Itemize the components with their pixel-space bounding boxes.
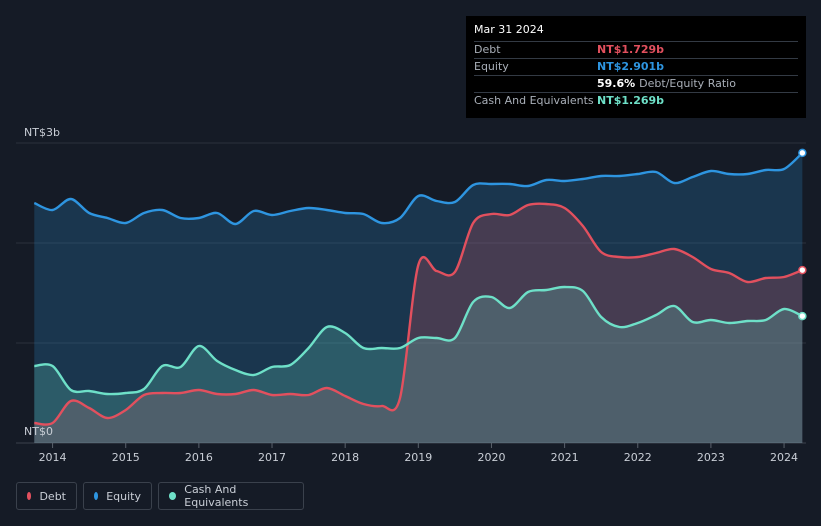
debt-legend-dot: [27, 492, 32, 500]
x-tick-label: 2024: [770, 451, 798, 464]
tooltip-row-ratio: 59.6% Debt/Equity Ratio: [474, 75, 798, 92]
legend-debt-label: Debt: [39, 489, 66, 503]
x-tick-label: 2021: [551, 451, 579, 464]
grid-lines: [16, 142, 806, 444]
x-tick-label: 2020: [477, 451, 505, 464]
legend-cash[interactable]: Cash And Equivalents: [158, 482, 304, 510]
equity-line: [33, 151, 804, 226]
tooltip-panel: Mar 31 2024 Debt NT$1.729b Equity NT$2.9…: [466, 16, 806, 118]
equity-area: [34, 152, 803, 443]
x-tick-label: 2019: [404, 451, 432, 464]
legend-cash-label: Cash And Equivalents: [184, 483, 249, 509]
x-tick-label: 2016: [185, 451, 213, 464]
tooltip-ratio-value: 59.6%: [597, 77, 636, 90]
tooltip-row-equity: Equity NT$2.901b: [474, 58, 798, 75]
debt-end-marker: [798, 265, 807, 275]
tooltip-ratio-label: Debt/Equity Ratio: [639, 77, 736, 90]
x-tick-label: 2022: [624, 451, 652, 464]
tooltip-equity-value: NT$2.901b: [597, 60, 665, 73]
y-tick-top: NT$3b: [24, 126, 60, 139]
tooltip-date: Mar 31 2024: [474, 23, 544, 36]
legend-equity-label: Equity: [106, 489, 141, 503]
tooltip-equity-label: Equity: [474, 60, 509, 73]
x-tick-label: 2014: [39, 451, 67, 464]
debt-line: [34, 202, 803, 426]
y-tick-bottom: NT$0: [24, 425, 53, 438]
series-areas: [34, 152, 803, 443]
tooltip-cash-label: Cash And Equivalents: [474, 94, 594, 107]
tooltip-row-debt: Debt NT$1.729b: [474, 41, 798, 58]
debt-area: [34, 203, 803, 443]
tooltip-row-cash: Cash And Equivalents NT$1.269b: [474, 92, 798, 109]
x-tick-label: 2023: [697, 451, 725, 464]
x-tick-label: 2015: [112, 451, 140, 464]
series-lines: [33, 151, 804, 426]
cash-and-equivalents-end-marker: [798, 311, 807, 321]
tooltip-debt-label: Debt: [474, 43, 501, 56]
legend-equity[interactable]: Equity: [83, 482, 152, 510]
x-tick-label: 2017: [258, 451, 286, 464]
tooltip-debt-value: NT$1.729b: [597, 43, 665, 56]
equity-legend-dot: [94, 492, 99, 500]
equity-end-marker: [798, 148, 807, 158]
series-end-markers: [798, 148, 807, 321]
cash-and-equivalents-area: [34, 286, 803, 443]
cash-and-equivalents-line: [34, 285, 803, 396]
cash-legend-dot: [169, 492, 177, 500]
tooltip-ratio-spacer: [474, 76, 597, 92]
x-axis-ticks: 2014 2015 2016 2017 2018 2019 2020 2021 2022 2023…: [39, 443, 798, 464]
tooltip-cash-value: NT$1.269b: [597, 94, 665, 107]
legend-debt[interactable]: Debt: [16, 482, 77, 510]
x-tick-label: 2018: [331, 451, 359, 464]
